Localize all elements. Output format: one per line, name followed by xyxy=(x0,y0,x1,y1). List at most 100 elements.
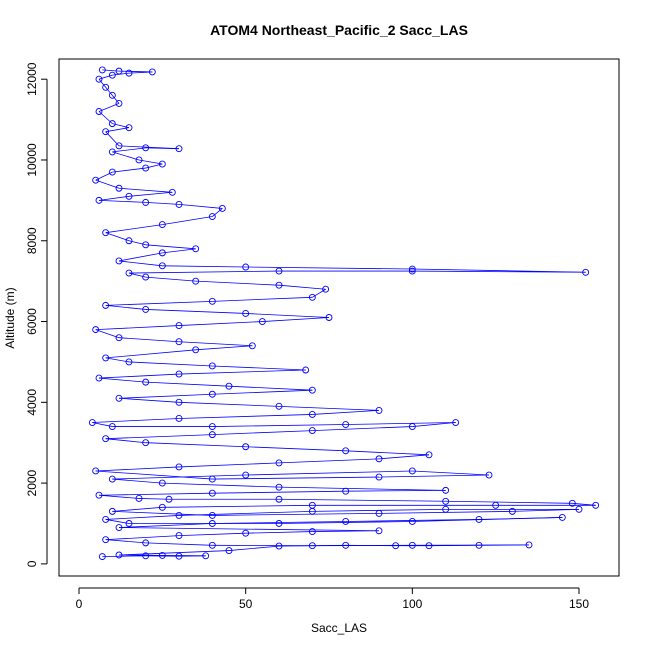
y-tick-label: 10000 xyxy=(25,143,39,177)
series-segment xyxy=(98,103,120,112)
data-point xyxy=(108,120,116,128)
data-point xyxy=(442,505,450,513)
data-point xyxy=(342,421,350,428)
data-point xyxy=(142,164,150,172)
data-point xyxy=(275,281,283,289)
plot-frame xyxy=(58,58,620,577)
data-point xyxy=(108,91,116,99)
data-point xyxy=(125,69,133,77)
series-segment xyxy=(145,276,196,282)
data-point xyxy=(115,142,123,150)
series-segment xyxy=(212,365,306,371)
data-point xyxy=(102,229,110,237)
series-segment xyxy=(118,527,380,532)
x-axis: 0 50 100 150 xyxy=(76,587,589,611)
data-point xyxy=(158,503,166,511)
data-point xyxy=(142,439,150,447)
data-point xyxy=(175,322,183,330)
series-segment xyxy=(95,179,120,189)
series-segment xyxy=(118,393,213,399)
data-point xyxy=(142,305,150,313)
series-segment xyxy=(412,517,563,522)
series-segment xyxy=(162,216,213,225)
data-point xyxy=(342,541,350,549)
data-point xyxy=(95,108,103,115)
data-point xyxy=(225,382,233,390)
data-point xyxy=(175,398,183,406)
data-point xyxy=(392,542,400,550)
data-point xyxy=(125,358,133,366)
series-segment xyxy=(112,151,140,161)
series-segment xyxy=(212,208,223,217)
data-point xyxy=(582,268,590,276)
data-point xyxy=(425,542,433,550)
series-segment xyxy=(345,450,430,456)
series-segment xyxy=(105,519,130,524)
data-point xyxy=(92,176,100,184)
y-tick-label: 2000 xyxy=(25,469,39,496)
series-segment xyxy=(178,462,280,468)
data-point xyxy=(108,71,116,79)
series-segment xyxy=(145,542,213,546)
data-point xyxy=(208,423,216,431)
x-tick-label: 50 xyxy=(239,597,253,611)
y-tick-label: 0 xyxy=(25,560,39,567)
series-segment xyxy=(102,555,146,558)
x-tick-label: 150 xyxy=(569,597,589,611)
data-point xyxy=(225,547,233,555)
series-segment xyxy=(245,313,330,318)
data-point xyxy=(558,513,566,521)
data-point xyxy=(102,536,110,544)
data-point xyxy=(142,378,150,386)
data-point xyxy=(308,386,316,394)
series-segment xyxy=(105,434,213,440)
data-point xyxy=(102,435,110,443)
data-point xyxy=(125,192,133,200)
data-point xyxy=(442,497,450,505)
series-segment xyxy=(312,409,380,415)
data-point xyxy=(322,285,330,293)
series-segment xyxy=(212,512,380,516)
data-point xyxy=(98,553,106,561)
series-segment xyxy=(105,232,130,242)
data-point xyxy=(325,314,333,321)
data-point xyxy=(275,520,283,527)
data-point xyxy=(102,354,110,362)
data-point xyxy=(342,518,350,525)
data-point xyxy=(208,362,216,370)
data-point xyxy=(592,501,600,509)
series-segment xyxy=(278,486,446,491)
series-segment xyxy=(112,478,163,484)
data-point xyxy=(425,451,433,459)
series-segment xyxy=(278,458,380,464)
series-segment xyxy=(162,482,280,488)
y-tick-label: 4000 xyxy=(25,389,39,416)
data-point xyxy=(452,419,460,426)
x-tick-label: 0 xyxy=(76,597,83,611)
series-segment xyxy=(212,490,346,494)
data-point xyxy=(158,262,166,270)
data-point xyxy=(242,263,250,271)
series-segment xyxy=(212,389,313,395)
series-segment xyxy=(195,345,253,351)
series-segment xyxy=(178,401,280,407)
data-point xyxy=(208,431,216,439)
chart-title: ATOM4 Northeast_Pacific_2 Sacc_LAS xyxy=(210,22,468,38)
series-segment xyxy=(278,498,446,502)
data-point xyxy=(115,334,123,342)
series-segment xyxy=(345,422,456,425)
series-segment xyxy=(98,74,113,80)
data-point xyxy=(148,68,156,76)
data-point xyxy=(508,507,516,515)
series-segment xyxy=(118,550,230,556)
y-axis: 0 2000 4000 6000 8000 10000 12000 xyxy=(25,62,48,567)
data-point xyxy=(568,499,576,507)
data-point xyxy=(342,487,350,495)
data-point xyxy=(102,301,110,309)
series-segment xyxy=(162,265,246,268)
series-segment xyxy=(98,373,180,379)
data-point xyxy=(88,419,96,426)
data-point xyxy=(92,467,100,475)
series-segment xyxy=(118,252,163,262)
